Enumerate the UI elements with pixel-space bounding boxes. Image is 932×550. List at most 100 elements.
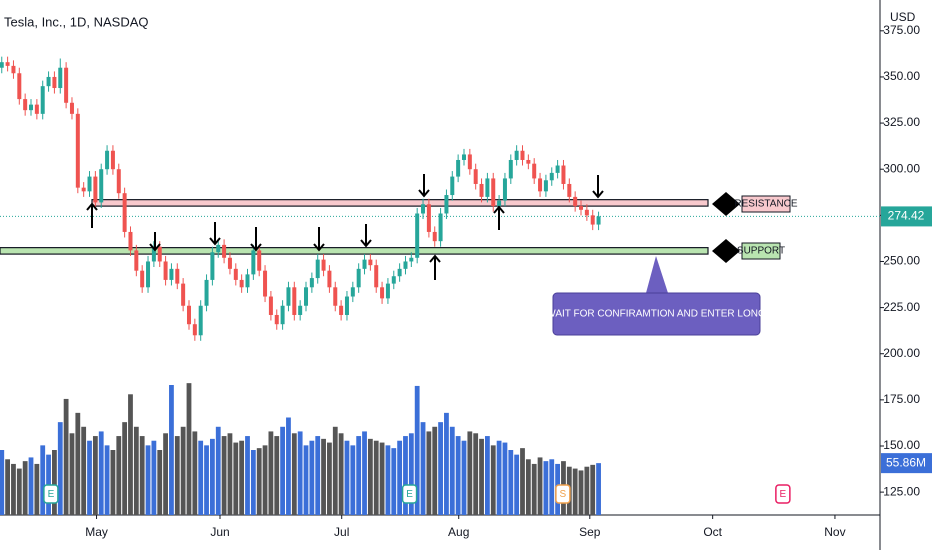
x-tick-label: Jul xyxy=(334,525,349,539)
volume-bar xyxy=(92,436,98,515)
candle-body xyxy=(426,204,431,232)
volume-bar xyxy=(98,431,104,515)
volume-bar xyxy=(572,468,578,515)
volume-bar xyxy=(490,445,496,515)
volume-bar xyxy=(139,436,145,515)
candle-body xyxy=(274,314,279,325)
event-badge xyxy=(555,484,571,504)
candle-body xyxy=(579,206,584,210)
volume-bar xyxy=(484,436,490,515)
candle-body xyxy=(5,62,10,66)
candle-body xyxy=(245,274,250,288)
volume-bar xyxy=(16,468,22,515)
candle-body xyxy=(450,176,455,196)
candle-body xyxy=(40,86,45,114)
volume-bar xyxy=(444,412,449,515)
volume-bar xyxy=(543,461,549,515)
volume-bar xyxy=(256,448,262,515)
resistance-label-box xyxy=(741,195,791,213)
volume-bar xyxy=(40,445,46,515)
candle-body xyxy=(421,204,426,214)
candle-body xyxy=(110,150,115,170)
volume-bar xyxy=(116,436,122,515)
volume-bar xyxy=(373,440,379,515)
candle-body xyxy=(315,259,320,279)
volume-bar xyxy=(0,450,5,515)
volume-bar xyxy=(110,450,116,515)
candle-body xyxy=(415,213,420,258)
candle-body xyxy=(374,265,379,288)
candle-body xyxy=(467,154,472,170)
candle-body xyxy=(549,172,554,181)
volume-bar xyxy=(590,464,596,515)
candle-body xyxy=(146,261,151,288)
candle-body xyxy=(391,276,396,284)
candle-body xyxy=(11,65,16,74)
volume-bar xyxy=(151,440,157,515)
volume-bar xyxy=(508,450,514,515)
x-tick-label: Nov xyxy=(824,525,845,539)
candle-body xyxy=(573,196,578,207)
candle-body xyxy=(309,278,314,288)
candle-body xyxy=(561,165,566,184)
volume-bar xyxy=(596,463,601,515)
currency: USD xyxy=(890,10,916,24)
volume-bar xyxy=(22,461,28,515)
candle-body xyxy=(327,270,332,288)
candle-body xyxy=(555,165,560,173)
last-volume-tag xyxy=(881,453,932,474)
candle-body xyxy=(169,268,174,280)
arrow-head xyxy=(592,190,604,199)
y-tick-label: 200.00 xyxy=(883,346,920,360)
volume-bar xyxy=(286,417,291,515)
volume-bar xyxy=(520,448,525,515)
candle-body xyxy=(23,99,28,111)
volume-bar xyxy=(274,436,280,515)
candle-body xyxy=(538,178,543,192)
candle-body xyxy=(368,259,373,266)
volume-bar xyxy=(198,440,204,515)
volume-bar xyxy=(133,426,139,515)
volume-bar xyxy=(391,448,397,515)
candle-body xyxy=(186,305,191,325)
candle-body xyxy=(321,259,326,271)
candle-body xyxy=(192,324,197,336)
volume-bar xyxy=(397,440,403,515)
resistance-label: RESISTANCE xyxy=(734,199,797,210)
y-tick-label: 250.00 xyxy=(883,254,920,268)
candle-body xyxy=(52,76,57,89)
volume-bar xyxy=(584,466,590,515)
candle-body xyxy=(157,246,162,262)
candle-body xyxy=(0,62,4,68)
candle-body xyxy=(181,283,186,306)
volume-bar xyxy=(473,433,479,515)
candle-body xyxy=(286,287,291,306)
volume-bar xyxy=(204,445,209,515)
candle-body xyxy=(163,261,168,280)
candle-body xyxy=(222,244,227,258)
candle-body xyxy=(526,159,531,164)
volume-bar xyxy=(309,440,315,515)
candle-body xyxy=(339,305,344,315)
volume-bar xyxy=(245,436,250,515)
volume-bar xyxy=(549,459,555,515)
y-tick-label: 175.00 xyxy=(883,392,920,406)
candle-body xyxy=(298,305,303,315)
candle-body xyxy=(122,193,127,232)
candle-body xyxy=(257,250,262,271)
volume-bar xyxy=(11,463,16,515)
volume-bar xyxy=(145,445,151,515)
arrow-head xyxy=(86,202,98,211)
volume-bar xyxy=(128,394,133,515)
volume-bar xyxy=(350,445,356,515)
candle-body xyxy=(105,150,110,170)
volume-bar xyxy=(321,438,326,515)
arrow-head xyxy=(418,189,430,198)
callout-text: WAIT FOR CONFIRAMTION AND ENTER LONG xyxy=(546,309,766,320)
candle-body xyxy=(362,259,367,269)
candle-body xyxy=(491,178,496,207)
candle-body xyxy=(75,113,80,188)
x-tick-label: Aug xyxy=(448,525,469,539)
candle-body xyxy=(497,200,502,207)
candle-body xyxy=(58,67,63,89)
